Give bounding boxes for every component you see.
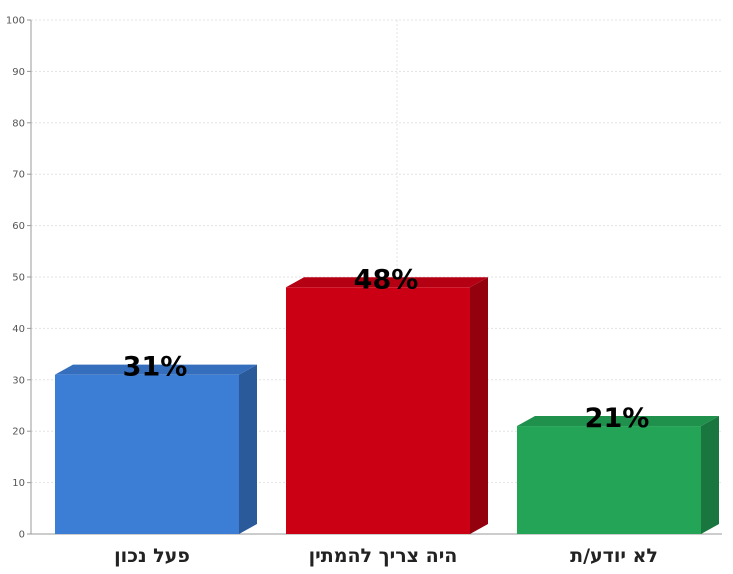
bar-side xyxy=(470,277,488,534)
data-labels: 31% 48% 21% xyxy=(123,264,650,434)
bar-side xyxy=(701,416,719,534)
bar-top xyxy=(517,416,719,427)
bar xyxy=(55,364,257,534)
bar-value-label: 48% xyxy=(354,264,419,295)
y-tick-label: 90 xyxy=(12,67,25,78)
bars xyxy=(55,277,719,534)
category-label: היה צריך להמתין xyxy=(309,545,458,567)
y-tick-label: 30 xyxy=(12,375,25,386)
bar-front xyxy=(55,374,239,534)
y-tick-label: 0 xyxy=(19,530,25,541)
y-tick-label: 20 xyxy=(12,427,25,438)
bar-value-label: 21% xyxy=(585,403,650,434)
category-labels: פעל נכון היה צריך להמתין לא יודע/ת xyxy=(114,545,658,567)
bar xyxy=(286,277,488,534)
bar-front xyxy=(517,426,701,534)
bar-value-label: 31% xyxy=(123,352,188,383)
y-tick-label: 10 xyxy=(12,478,25,489)
y-tick-label: 70 xyxy=(12,170,25,181)
category-label: פעל נכון xyxy=(114,545,190,567)
y-tick-label: 80 xyxy=(12,118,25,129)
y-tick-label: 100 xyxy=(6,16,25,27)
bar xyxy=(517,416,719,534)
y-tick-label: 60 xyxy=(12,221,25,232)
y-tick-label: 50 xyxy=(12,273,25,284)
bar-side xyxy=(239,364,257,534)
bar-front xyxy=(286,287,470,534)
bar-top xyxy=(286,277,488,288)
y-tick-label: 40 xyxy=(12,324,25,335)
bar-top xyxy=(55,364,257,375)
category-label: לא יודע/ת xyxy=(570,545,658,567)
